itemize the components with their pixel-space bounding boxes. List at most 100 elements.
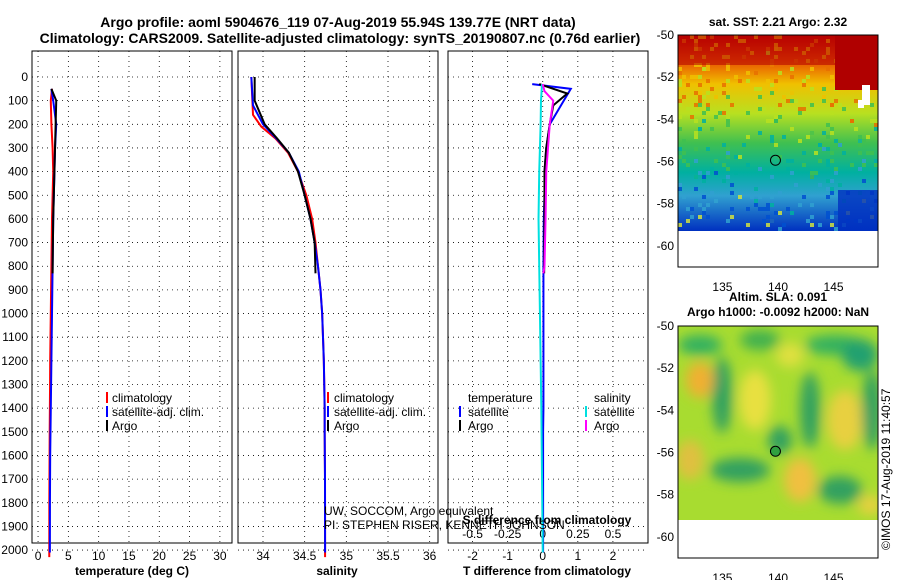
legend-label-temp-argo: Argo bbox=[468, 419, 494, 433]
sst-pixel bbox=[710, 191, 714, 195]
sst-pixel bbox=[706, 203, 710, 207]
legend-swatch-climatology bbox=[106, 392, 108, 403]
sst-pixel bbox=[822, 99, 826, 103]
sst-pixel bbox=[714, 95, 718, 99]
sst-pixel bbox=[758, 107, 762, 111]
sst-pixel bbox=[754, 71, 758, 75]
difference-panel-frame bbox=[447, 50, 649, 544]
temperature-panel-frame bbox=[31, 50, 233, 544]
sst-pixel bbox=[746, 223, 750, 227]
depth-tick-label: 1400 bbox=[1, 401, 28, 415]
depth-tick-label: 800 bbox=[8, 259, 28, 273]
legend-swatch-satellite bbox=[106, 406, 108, 417]
legend-swatch-argo bbox=[106, 420, 108, 431]
x-tick-label: 25 bbox=[183, 549, 197, 563]
sst-pixel bbox=[694, 119, 698, 123]
map-y-tick-label: -54 bbox=[657, 403, 675, 417]
sst-pixel bbox=[734, 155, 738, 159]
sst-pixel bbox=[678, 103, 682, 107]
sst-pixel bbox=[810, 131, 814, 135]
sst-pixel bbox=[766, 79, 770, 83]
sst-pixel bbox=[706, 171, 710, 175]
sst-pixel bbox=[822, 131, 826, 135]
sst-pixel bbox=[874, 163, 878, 167]
sst-pixel bbox=[694, 135, 698, 139]
depth-tick-label: 1200 bbox=[1, 354, 28, 368]
sst-pixel bbox=[770, 195, 774, 199]
sst-pixel bbox=[702, 111, 706, 115]
map-x-tick-label: 140 bbox=[768, 280, 788, 294]
sst-pixel bbox=[850, 163, 854, 167]
credit-line-2: PI: STEPHEN RISER, KENNETH JOHNSON bbox=[324, 518, 565, 532]
sst-pixel bbox=[690, 75, 694, 79]
sst-pixel bbox=[826, 215, 830, 219]
sst-pixel bbox=[826, 123, 830, 127]
map-y-tick-label: -60 bbox=[657, 530, 675, 544]
sst-pixel bbox=[790, 171, 794, 175]
sst-pixel bbox=[826, 195, 830, 199]
sst-pixel bbox=[690, 207, 694, 211]
map-y-tick-label: -58 bbox=[657, 197, 675, 211]
sst-pixel bbox=[774, 143, 778, 147]
sst-pixel bbox=[834, 167, 838, 171]
sst-pixel bbox=[742, 143, 746, 147]
legend-label-temp-satellite: satellite bbox=[468, 405, 509, 419]
sst-pixel bbox=[690, 115, 694, 119]
sst-pixel bbox=[834, 99, 838, 103]
sst-pixel bbox=[710, 167, 714, 171]
depth-tick-label: 900 bbox=[8, 283, 28, 297]
sst-pixel bbox=[830, 215, 834, 219]
x-tick-label: 10 bbox=[92, 549, 106, 563]
depth-tick-label: 1600 bbox=[1, 448, 28, 462]
sst-pixel bbox=[730, 215, 734, 219]
sst-pixel bbox=[726, 151, 730, 155]
sst-pixel bbox=[718, 111, 722, 115]
sst-pixel bbox=[738, 155, 742, 159]
sst-pixel bbox=[702, 119, 706, 123]
x-tick-label-inside: -0.5 bbox=[462, 527, 483, 541]
sst-pixel bbox=[730, 103, 734, 107]
sst-pixel bbox=[730, 183, 734, 187]
sst-pixel bbox=[778, 211, 782, 215]
sst-pixel bbox=[826, 179, 830, 183]
x-tick-label: 34 bbox=[256, 549, 270, 563]
sst-pixel bbox=[758, 207, 762, 211]
sst-pixel bbox=[810, 175, 814, 179]
legend-label-satellite: satellite-adj. clim. bbox=[334, 405, 426, 419]
sst-pixel bbox=[830, 179, 834, 183]
depth-tick-label: 1100 bbox=[2, 330, 28, 344]
sst-pixel bbox=[706, 103, 710, 107]
depth-tick-label: 200 bbox=[8, 117, 28, 131]
sst-pixel bbox=[686, 219, 690, 223]
sst-pixel bbox=[698, 203, 702, 207]
sst-pixel bbox=[678, 67, 682, 71]
sst-pixel bbox=[778, 191, 782, 195]
legend-label-satellite: satellite-adj. clim. bbox=[112, 405, 204, 419]
sst-pixel bbox=[726, 67, 730, 71]
sst-pixel bbox=[762, 107, 766, 111]
sst-pixel bbox=[770, 91, 774, 95]
sst-pixel bbox=[678, 115, 682, 119]
sst-pixel bbox=[758, 95, 762, 99]
depth-tick-label: 300 bbox=[8, 141, 28, 155]
sst-pixel bbox=[826, 163, 830, 167]
salinity-panel-frame bbox=[237, 50, 439, 544]
sst-pixel bbox=[870, 151, 874, 155]
salinity-xlabel: salinity bbox=[316, 564, 358, 578]
sst-pixel bbox=[702, 179, 706, 183]
sst-pixel bbox=[866, 135, 870, 139]
map-x-tick-label: 140 bbox=[768, 571, 788, 580]
sst-map-frame bbox=[677, 34, 879, 268]
sst-pixel bbox=[694, 159, 698, 163]
sst-pixel bbox=[734, 171, 738, 175]
sst-pixel bbox=[706, 91, 710, 95]
sst-pixel bbox=[682, 159, 686, 163]
sst-pixel bbox=[826, 159, 830, 163]
sst-pixel bbox=[678, 183, 682, 187]
map-y-tick-label: -56 bbox=[657, 155, 675, 169]
sst-pixel bbox=[770, 175, 774, 179]
sst-pixel bbox=[754, 87, 758, 91]
sst-pixel bbox=[726, 115, 730, 119]
sst-pixel bbox=[802, 79, 806, 83]
